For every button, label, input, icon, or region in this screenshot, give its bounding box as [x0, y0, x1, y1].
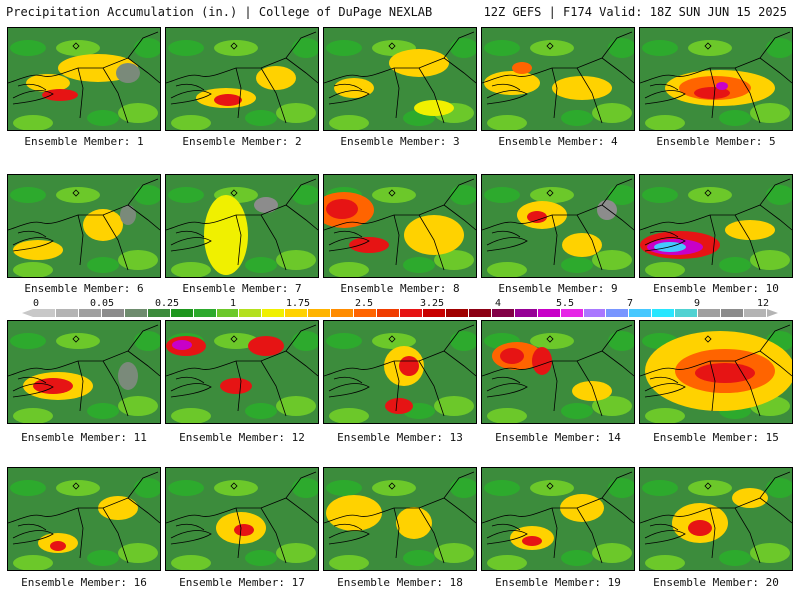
ensemble-member-label: Ensemble Member: 19 [495, 576, 621, 589]
colorbar-swatch [239, 309, 263, 317]
colorbar-swatch [721, 309, 745, 317]
ensemble-member-label: Ensemble Member: 15 [653, 431, 779, 444]
ensemble-member-label: Ensemble Member: 3 [340, 135, 460, 148]
map-title: Precipitation Accumulation (in.) | Colle… [6, 5, 433, 19]
colorbar-swatch [331, 309, 355, 317]
colorbar-tick-label: 2.5 [354, 298, 374, 309]
colorbar-swatch [55, 309, 79, 317]
ensemble-member-map [639, 174, 793, 278]
ensemble-member-map [481, 27, 635, 131]
colorbar-swatch [698, 309, 722, 317]
colorbar-tick-label: 12 [756, 298, 770, 309]
colorbar-tick-label: 1.75 [285, 298, 311, 309]
colorbar-swatch [583, 309, 607, 317]
colorbar-tick-label: 9 [693, 298, 701, 309]
run-valid-time: 12Z GEFS | F174 Valid: 18Z SUN JUN 15 20… [483, 5, 787, 19]
colorbar-swatch [675, 309, 699, 317]
colorbar-swatch [101, 309, 125, 317]
colorbar-swatch [147, 309, 171, 317]
ensemble-member-label: Ensemble Member: 13 [337, 431, 463, 444]
colorbar-swatch [170, 309, 194, 317]
colorbar-swatch [606, 309, 630, 317]
ensemble-member-label: Ensemble Member: 5 [656, 135, 776, 148]
colorbar-swatch [216, 309, 240, 317]
ensemble-member-map [481, 320, 635, 424]
ensemble-member-map [7, 174, 161, 278]
ensemble-member-map [481, 174, 635, 278]
colorbar-swatch [560, 309, 584, 317]
colorbar-tick-label: 3.25 [419, 298, 445, 309]
colorbar-tick-label: 7 [626, 298, 634, 309]
colorbar-tick-label: 0 [32, 298, 40, 309]
colorbar-swatch [354, 309, 378, 317]
ensemble-member-map [7, 27, 161, 131]
colorbar-tick-label: 0.05 [89, 298, 115, 309]
ensemble-member-map [323, 27, 477, 131]
colorbar-swatch [262, 309, 286, 317]
colorbar-tick-label: 4 [494, 298, 502, 309]
colorbar-tick-label: 0.25 [154, 298, 180, 309]
colorbar-swatch [193, 309, 217, 317]
colorbar-swatch [744, 309, 767, 317]
colorbar-swatch [400, 309, 423, 317]
ensemble-member-map [481, 467, 635, 571]
colorbar-swatch [308, 309, 332, 317]
ensemble-member-label: Ensemble Member: 8 [340, 282, 460, 295]
ensemble-member-label: Ensemble Member: 11 [21, 431, 147, 444]
ensemble-member-map [165, 174, 319, 278]
colorbar-left-arrow [22, 309, 33, 317]
colorbar-swatch [78, 309, 102, 317]
ensemble-member-label: Ensemble Member: 6 [24, 282, 144, 295]
colorbar-swatch [652, 309, 676, 317]
ensemble-member-label: Ensemble Member: 17 [179, 576, 305, 589]
colorbar [33, 309, 767, 317]
ensemble-member-label: Ensemble Member: 1 [24, 135, 144, 148]
ensemble-member-label: Ensemble Member: 10 [653, 282, 779, 295]
ensemble-member-label: Ensemble Member: 18 [337, 576, 463, 589]
ensemble-member-label: Ensemble Member: 9 [498, 282, 618, 295]
colorbar-swatch [124, 309, 148, 317]
ensemble-member-map [639, 467, 793, 571]
colorbar-swatch [33, 309, 56, 317]
ensemble-member-label: Ensemble Member: 4 [498, 135, 618, 148]
ensemble-member-label: Ensemble Member: 7 [182, 282, 302, 295]
colorbar-right-arrow [767, 309, 778, 317]
ensemble-member-map [323, 467, 477, 571]
ensemble-member-map [639, 27, 793, 131]
ensemble-member-map [639, 320, 793, 424]
ensemble-member-label: Ensemble Member: 16 [21, 576, 147, 589]
colorbar-swatch [285, 309, 309, 317]
colorbar-swatch [629, 309, 653, 317]
ensemble-member-label: Ensemble Member: 12 [179, 431, 305, 444]
colorbar-swatch [468, 309, 492, 317]
ensemble-member-label: Ensemble Member: 2 [182, 135, 302, 148]
colorbar-tick-label: 1 [229, 298, 237, 309]
ensemble-member-map [323, 174, 477, 278]
colorbar-swatch [377, 309, 400, 317]
colorbar-swatch [514, 309, 538, 317]
colorbar-tick-label: 5.5 [555, 298, 575, 309]
colorbar-swatch [537, 309, 561, 317]
ensemble-member-label: Ensemble Member: 20 [653, 576, 779, 589]
ensemble-member-map [165, 27, 319, 131]
ensemble-member-map [7, 467, 161, 571]
ensemble-member-map [165, 320, 319, 424]
ensemble-member-map [7, 320, 161, 424]
colorbar-swatch [491, 309, 515, 317]
colorbar-swatch [422, 309, 446, 317]
ensemble-member-map [165, 467, 319, 571]
colorbar-swatch [445, 309, 469, 317]
ensemble-member-map [323, 320, 477, 424]
ensemble-member-label: Ensemble Member: 14 [495, 431, 621, 444]
